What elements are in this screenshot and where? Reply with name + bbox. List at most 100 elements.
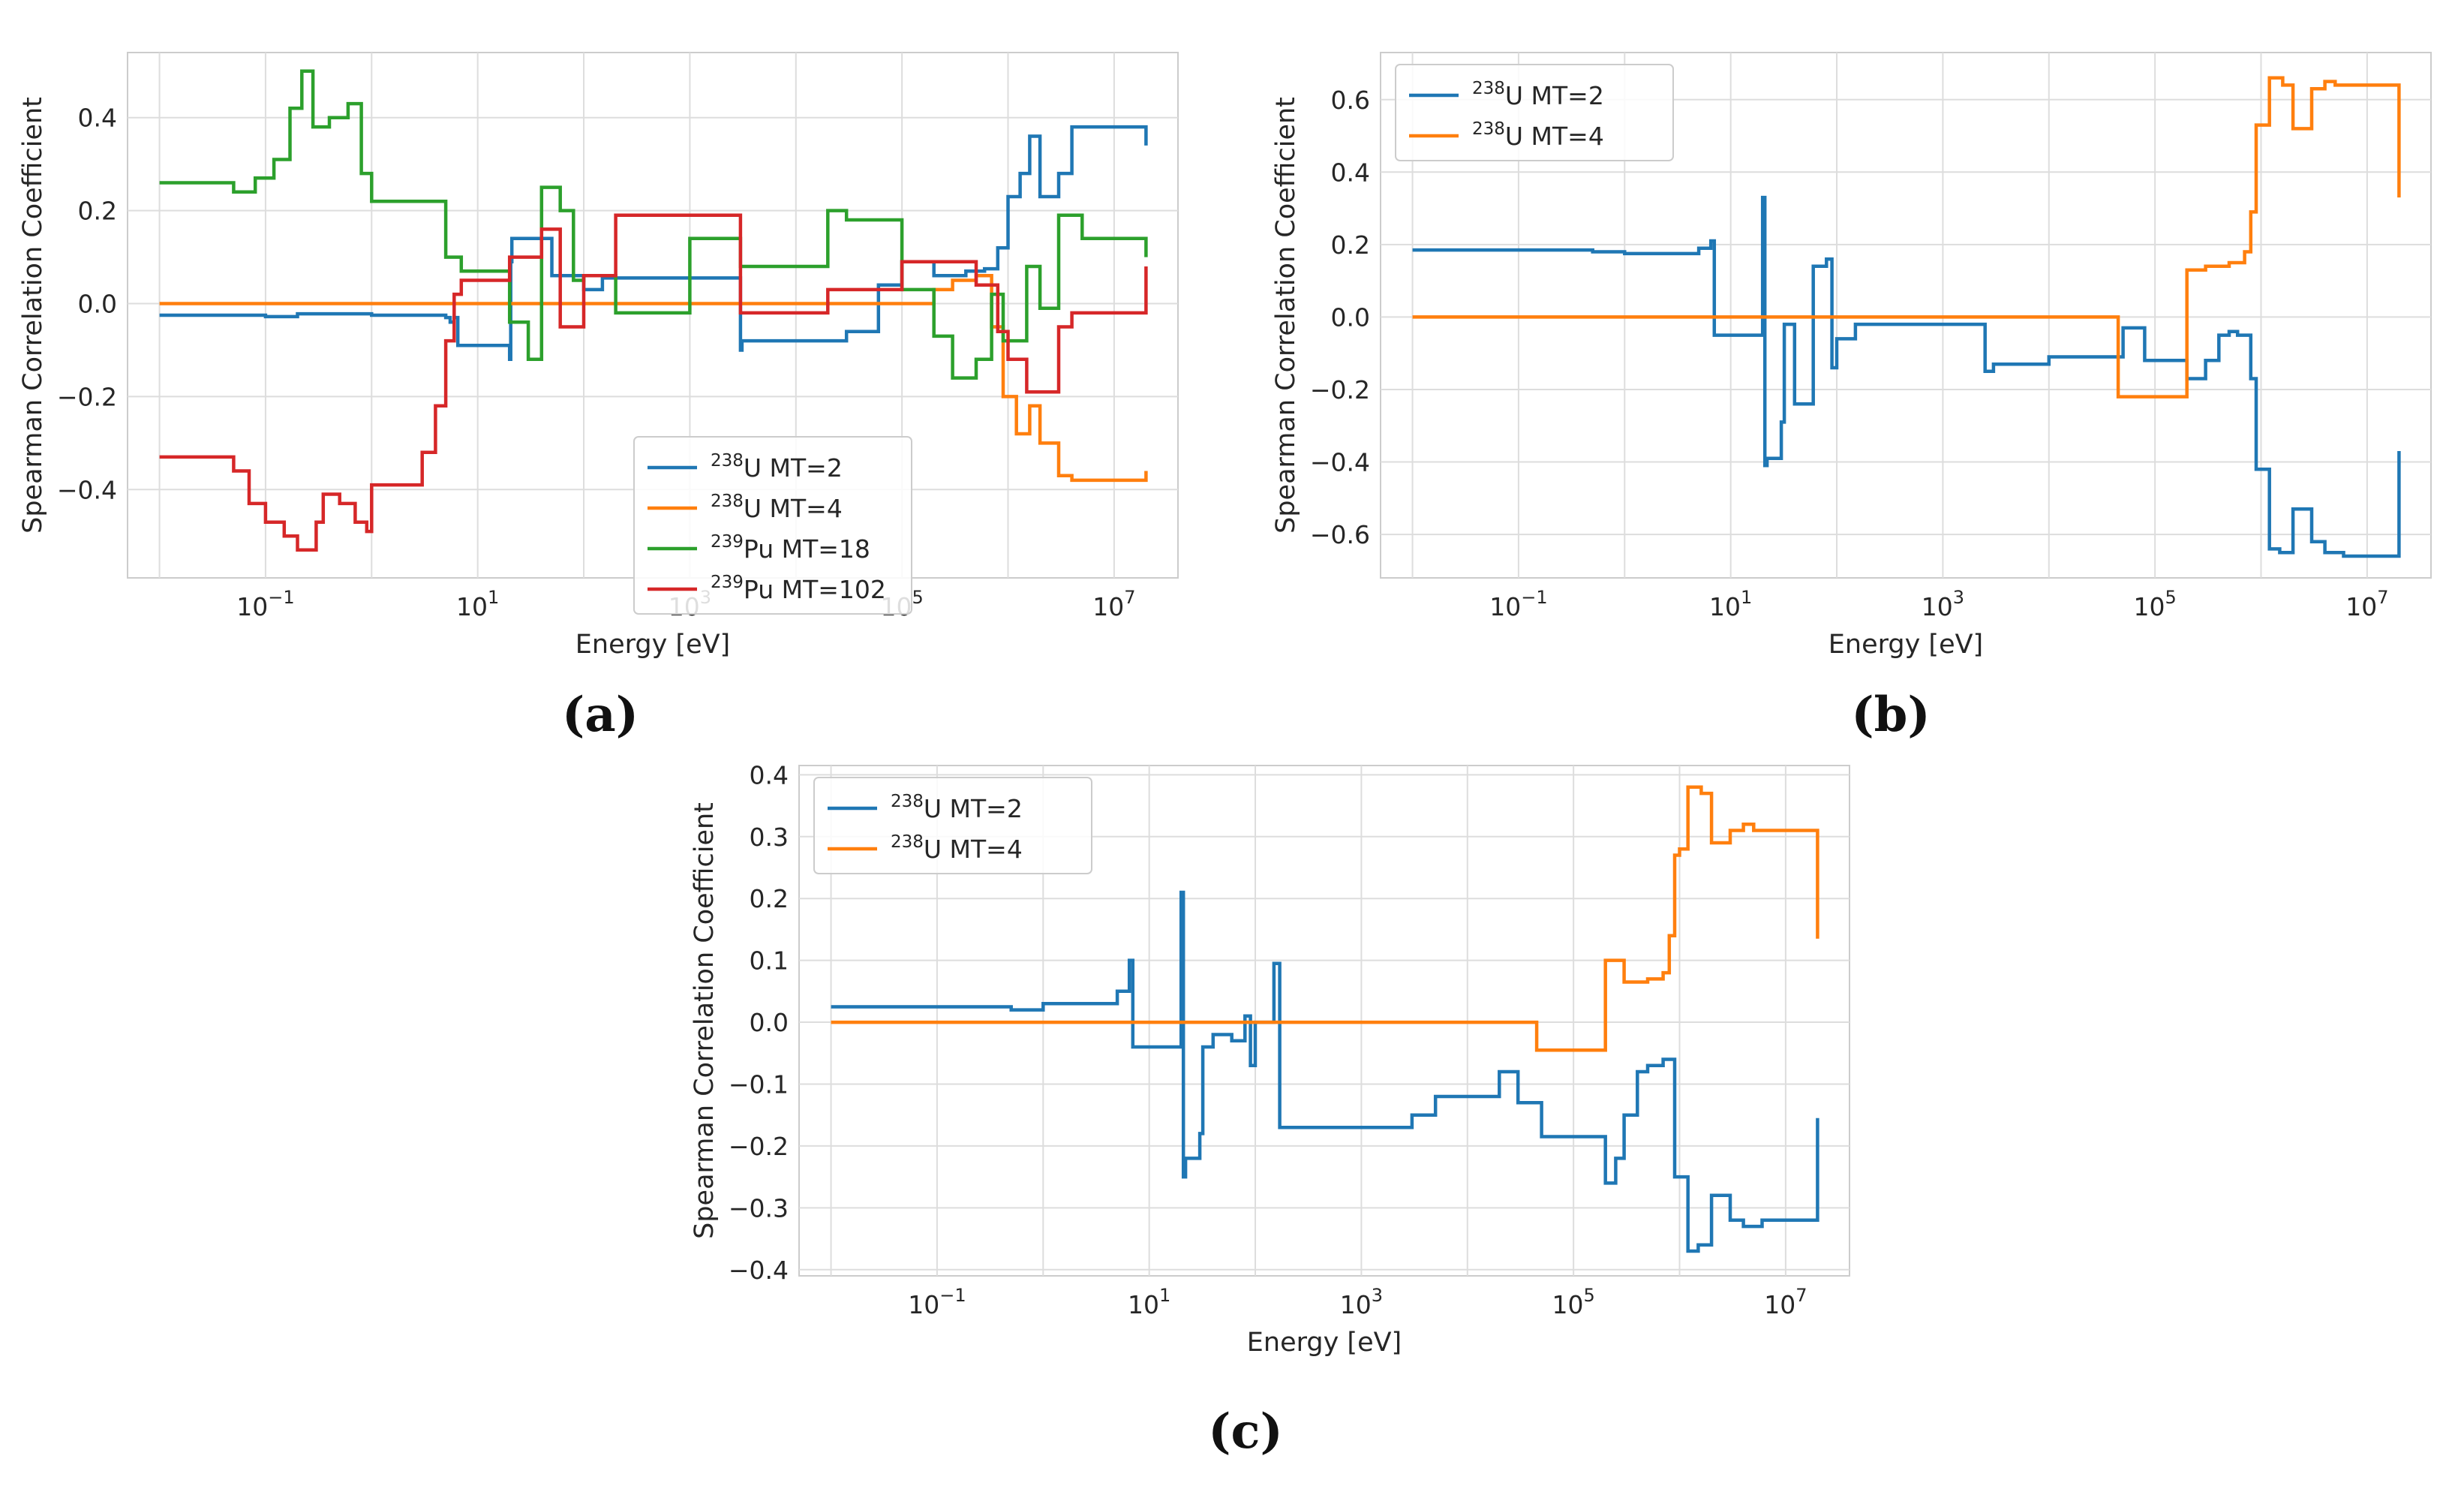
chart-a-x-tick-base: 10: [236, 592, 268, 621]
chart-c-y-tick-label: −0.3: [729, 1193, 789, 1223]
chart-c-series-0: [831, 890, 1819, 1253]
chart-b-x-tick-label: 101: [1709, 587, 1752, 621]
chart-a-y-tick-label: −0.2: [57, 382, 117, 411]
chart-c-x-tick-base: 10: [1340, 1290, 1372, 1319]
chart-c-y-tick-label: 0.0: [750, 1008, 789, 1037]
chart-panel-a: −0.4−0.20.00.20.410−1101103105107Energy …: [0, 0, 1230, 743]
chart-a-series-1: [159, 274, 1148, 483]
chart-c-y-tick-label: −0.4: [729, 1256, 789, 1285]
chart-b-x-tick-exponent: 3: [1953, 587, 1964, 608]
chart-b-y-tick-label: 0.4: [1331, 158, 1370, 187]
chart-b-y-tick-label: 0.0: [1331, 302, 1370, 332]
chart-a-legend-label: 238U MT=2: [711, 451, 843, 483]
chart-b-series-0: [1412, 195, 2401, 558]
chart-a-svg: −0.4−0.20.00.20.410−1101103105107Energy …: [18, 52, 1179, 660]
chart-a-legend-label: 238U MT=4: [711, 492, 843, 523]
chart-b-x-tick-exponent: 1: [1741, 587, 1752, 608]
chart-a-y-tick-label: −0.4: [57, 475, 117, 504]
chart-b-legend-label: 238U MT=4: [1472, 119, 1604, 151]
chart-b-x-tick-base: 10: [1922, 592, 1953, 621]
chart-c-y-tick-label: −0.1: [729, 1069, 789, 1099]
chart-a-x-tick-label: 10−1: [236, 587, 294, 621]
chart-b-x-tick-base: 10: [2345, 592, 2377, 621]
chart-a-legend-isotope: 238: [711, 451, 744, 471]
chart-a-legend-name: U MT=2: [744, 453, 843, 483]
chart-a-legend-isotope: 238: [711, 492, 744, 511]
chart-b-x-tick-label: 105: [2134, 587, 2177, 621]
chart-a-y-tick-label: 0.4: [78, 104, 117, 133]
chart-b-legend-isotope: 238: [1472, 119, 1505, 139]
chart-a-x-tick-exponent: −1: [268, 587, 294, 608]
chart-c-x-tick-base: 10: [1552, 1290, 1584, 1319]
chart-b-legend-label: 238U MT=2: [1472, 79, 1604, 110]
chart-c-legend-label: 238U MT=4: [891, 832, 1023, 864]
chart-c-y-axis-label: Spearman Correlation Coefficient: [690, 802, 720, 1239]
chart-a-x-tick-exponent: 5: [912, 587, 924, 608]
chart-c-svg: −0.4−0.3−0.2−0.10.00.10.20.30.410−1 101 10…: [690, 760, 1850, 1358]
chart-a-legend-isotope: 239: [711, 573, 744, 592]
chart-a-y-axis-label: Spearman Correlation Coefficient: [18, 97, 48, 534]
chart-c-x-tick-exponent: 7: [1795, 1285, 1807, 1306]
chart-c-x-tick-base: 10: [908, 1290, 939, 1319]
chart-c-y-tick-label: 0.1: [750, 946, 789, 976]
chart-c-x-tick-label: 105: [1552, 1285, 1595, 1319]
chart-a-x-tick-exponent: 1: [488, 587, 499, 608]
chart-c-legend-name: U MT=4: [924, 835, 1023, 864]
chart-a-legend-label: 239Pu MT=102: [711, 573, 886, 604]
chart-c-x-tick-base: 10: [1128, 1290, 1159, 1319]
chart-a-x-tick-base: 10: [1092, 592, 1124, 621]
chart-b-legend-name: U MT=2: [1505, 81, 1604, 110]
chart-a-series-0: [159, 125, 1148, 362]
chart-c-legend-label: 238U MT=2: [891, 792, 1023, 823]
chart-c-legend-isotope: 238: [891, 832, 924, 852]
chart-a-legend-isotope: 239: [711, 532, 744, 552]
chart-a-x-tick-label: 107: [1092, 587, 1135, 621]
chart-c-x-tick-base: 10: [1764, 1290, 1795, 1319]
chart-c-x-tick-label: 101: [1128, 1285, 1170, 1319]
chart-a-legend-name: U MT=4: [744, 494, 843, 523]
chart-c-x-axis-label: Energy [eV]: [1247, 1328, 1402, 1358]
chart-a-y-tick-label: 0.2: [78, 197, 117, 226]
chart-b-y-tick-label: 0.2: [1331, 230, 1370, 260]
chart-c-x-tick-exponent: 5: [1584, 1285, 1595, 1306]
chart-b-y-tick-label: −0.4: [1310, 448, 1370, 477]
chart-a-x-tick-base: 10: [456, 592, 488, 621]
chart-c-x-tick-label: 107: [1764, 1285, 1807, 1319]
chart-b-legend: [1395, 64, 1674, 161]
chart-b-x-tick-base: 10: [2134, 592, 2165, 621]
chart-b-x-tick-label: 107: [2345, 587, 2388, 621]
chart-b-y-tick-label: 0.6: [1331, 86, 1370, 115]
chart-c-y-tick-label: 0.2: [750, 884, 789, 913]
chart-b-legend-isotope: 238: [1472, 79, 1505, 98]
chart-a-x-tick-exponent: 7: [1124, 587, 1135, 608]
chart-b-y-tick-label: −0.6: [1310, 520, 1370, 549]
chart-b-y-axis-label: Spearman Correlation Coefficient: [1271, 97, 1301, 534]
chart-a-y-tick-label: 0.0: [78, 290, 117, 319]
chart-b-x-axis-label: Energy [eV]: [1828, 630, 1983, 660]
chart-c-caption: (c): [1208, 1403, 1283, 1460]
chart-a-x-tick-label: 101: [456, 587, 499, 621]
chart-b-x-tick-label: 103: [1922, 587, 1964, 621]
chart-b-x-tick-base: 10: [1489, 592, 1521, 621]
chart-a-series-3: [159, 213, 1148, 552]
chart-c-x-tick-exponent: 3: [1372, 1285, 1383, 1306]
chart-c-x-tick-label: 10−1: [908, 1285, 966, 1319]
chart-b-x-tick-exponent: 5: [2165, 587, 2177, 608]
chart-c-legend-name: U MT=2: [924, 794, 1023, 823]
chart-a-legend-label: 239Pu MT=18: [711, 532, 870, 564]
chart-b-x-tick-exponent: 7: [2377, 587, 2388, 608]
chart-c-x-tick-exponent: −1: [939, 1285, 966, 1306]
chart-b-svg: −0.6−0.4−0.20.00.20.40.610−1 101 103 105 107…: [1271, 52, 2432, 660]
chart-a-legend-name: Pu MT=102: [744, 575, 886, 604]
chart-c-legend-isotope: 238: [891, 792, 924, 811]
chart-b-x-tick-base: 10: [1709, 592, 1741, 621]
chart-c-x-tick-label: 103: [1340, 1285, 1383, 1319]
chart-c-y-tick-label: −0.2: [729, 1132, 789, 1161]
chart-b-x-tick-label: 10−1: [1489, 587, 1547, 621]
chart-panel-c: −0.4 −0.3 −0.2 −0.1 0.0 0.1 0.2 0.3 0.4 10−1 101 10…: [675, 743, 1876, 1489]
chart-b-x-tick-exponent: −1: [1521, 587, 1547, 608]
chart-panel-b: −0.6 −0.4 −0.2 0.0 0.2 0.4 0.6 10−1 101 103 105 107…: [1246, 0, 2464, 743]
chart-c-x-tick-exponent: 1: [1159, 1285, 1170, 1306]
chart-b-y-tick-label: −0.2: [1310, 375, 1370, 405]
chart-b-series-1: [1412, 76, 2401, 399]
